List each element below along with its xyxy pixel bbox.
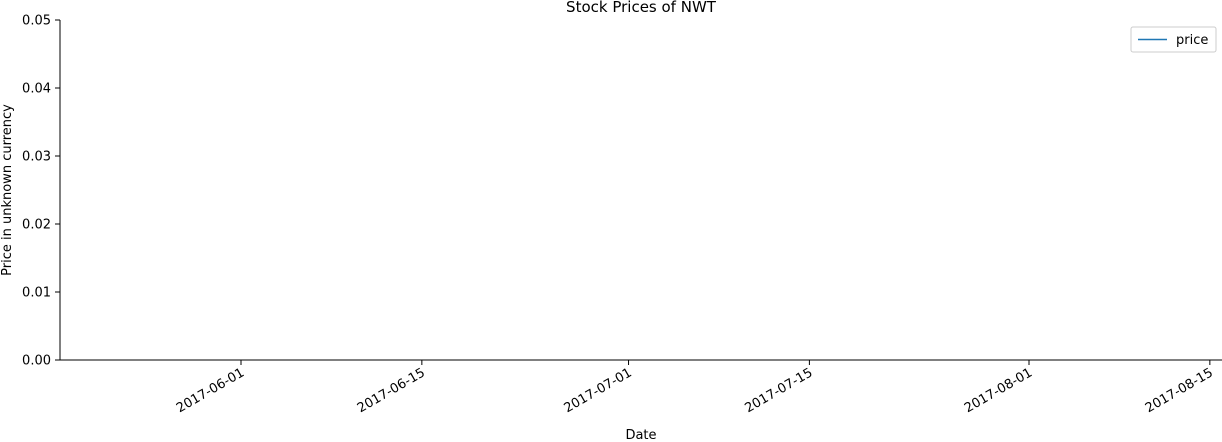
x-tick-label: 2017-07-01 <box>562 365 635 416</box>
y-axis-label: Price in unknown currency <box>0 104 15 276</box>
x-tick-label: 2017-06-15 <box>355 365 428 416</box>
chart-title: Stock Prices of NWT <box>566 0 717 16</box>
x-axis-label: Date <box>625 428 656 442</box>
legend: price <box>1130 26 1217 53</box>
x-tick-label: 2017-08-01 <box>962 365 1035 416</box>
y-axis-ticks: 0.00 0.01 0.02 0.03 0.04 0.05 <box>22 14 60 369</box>
y-tick-label: 0.00 <box>22 354 51 369</box>
x-tick-label: 2017-06-01 <box>174 365 247 416</box>
y-tick-label: 0.03 <box>22 150 51 165</box>
x-tick-label: 2017-07-15 <box>742 365 815 416</box>
y-tick-label: 0.02 <box>22 218 51 233</box>
legend-box <box>1130 26 1217 53</box>
y-tick-label: 0.04 <box>22 82 51 97</box>
y-tick-label: 0.01 <box>22 286 51 301</box>
legend-label-price: price <box>1176 33 1208 48</box>
x-axis-ticks: 2017-06-01 2017-06-15 2017-07-01 2017-07-15… <box>174 360 1216 416</box>
x-tick-label: 2017-08-15 <box>1143 365 1216 416</box>
y-tick-label: 0.05 <box>22 14 51 29</box>
